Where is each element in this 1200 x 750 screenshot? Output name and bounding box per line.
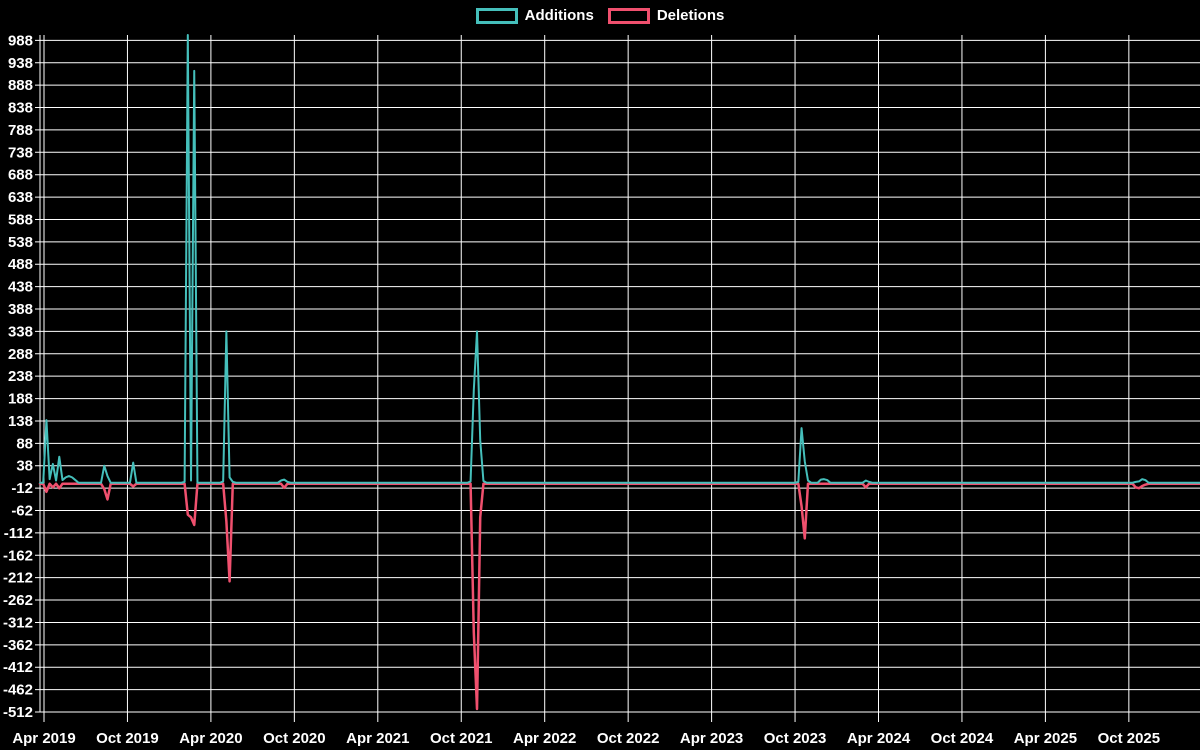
x-axis-tick-label: Apr 2025 <box>1014 730 1077 747</box>
y-axis-tick-label: 238 <box>8 368 33 385</box>
y-axis-tick-label: -512 <box>3 704 33 721</box>
y-axis-tick-label: 888 <box>8 77 33 94</box>
legend-item-deletions[interactable]: Deletions <box>607 7 725 25</box>
x-axis-tick-label: Oct 2019 <box>96 730 159 747</box>
x-axis-tick-label: Oct 2021 <box>430 730 493 747</box>
y-axis-tick-label: 938 <box>8 55 33 72</box>
y-axis-tick-label: 338 <box>8 323 33 340</box>
additions-line-series <box>39 34 1200 484</box>
y-axis-tick-label: -62 <box>11 503 33 520</box>
deletions-swatch-icon <box>607 8 650 24</box>
y-axis-tick-label: -362 <box>3 637 33 654</box>
y-axis-tick-label: 388 <box>8 301 33 318</box>
y-axis-tick-label: -462 <box>3 682 33 699</box>
y-axis-tick-label: -312 <box>3 614 33 631</box>
deletions-legend-label: Deletions <box>656 7 725 24</box>
y-axis-tick-label: 788 <box>8 122 33 139</box>
y-axis-tick-label: 288 <box>8 346 33 363</box>
y-axis-tick-label: -212 <box>3 570 33 587</box>
x-axis-tick-label: Apr 2024 <box>847 730 911 747</box>
y-axis-tick-label: -112 <box>4 525 33 542</box>
legend-item-additions[interactable]: Additions <box>475 7 594 25</box>
x-axis-tick-label: Apr 2023 <box>680 730 743 747</box>
y-axis-tick-label: -412 <box>3 659 33 676</box>
y-axis-tick-label: 838 <box>8 100 33 117</box>
y-axis-tick-label: 488 <box>8 256 33 273</box>
x-axis-tick-label: Apr 2019 <box>12 730 75 747</box>
x-axis-tick-label: Apr 2022 <box>513 730 576 747</box>
y-axis-tick-label: -12 <box>11 480 33 497</box>
y-axis-tick-label: 738 <box>8 144 33 161</box>
y-axis-tick-label: 88 <box>16 435 33 452</box>
chart-legend: Additions Deletions <box>0 7 1200 25</box>
y-axis-tick-label: 188 <box>8 391 33 408</box>
x-axis-tick-label: Oct 2025 <box>1098 730 1161 747</box>
x-axis-tick-label: Oct 2022 <box>597 730 660 747</box>
deletions-line-series <box>38 482 1200 711</box>
x-axis-tick-label: Oct 2024 <box>931 730 994 747</box>
y-axis-tick-label: 538 <box>8 234 33 251</box>
x-axis-tick-label: Apr 2021 <box>346 730 409 747</box>
additions-swatch-icon <box>475 8 518 24</box>
y-axis-tick-label: 988 <box>8 32 33 49</box>
additions-legend-label: Additions <box>524 7 594 24</box>
x-axis-tick-label: Apr 2020 <box>179 730 242 747</box>
y-axis-tick-label: -262 <box>3 592 33 609</box>
y-axis-tick-label: 138 <box>8 413 33 430</box>
y-axis-tick-label: 588 <box>8 211 33 228</box>
y-axis-tick-label: -162 <box>3 547 33 564</box>
y-axis-tick-label: 638 <box>8 189 33 206</box>
y-axis-tick-label: 688 <box>8 167 33 184</box>
x-axis-tick-label: Oct 2023 <box>764 730 827 747</box>
x-axis-tick-label: Oct 2020 <box>263 730 326 747</box>
y-axis-tick-label: 438 <box>8 279 33 296</box>
y-axis-tick-label: 38 <box>16 458 33 475</box>
